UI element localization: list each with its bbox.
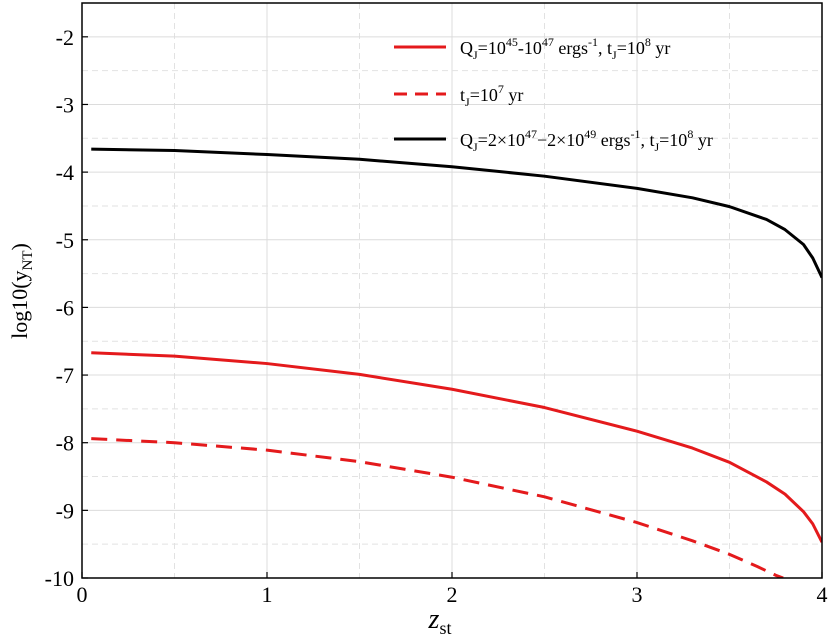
x-axis-label: zst	[428, 604, 452, 636]
y-axis-label-sub: NT	[20, 250, 36, 270]
y-tick-label: -5	[56, 228, 74, 253]
legend-entry: QJ=2×1047−2×1049 ergs-1, tJ=108 yr	[460, 127, 713, 154]
y-tick-label: -6	[56, 295, 74, 320]
series-line-1	[91, 351, 822, 543]
series-line-2	[91, 437, 784, 578]
y-tick-label: -2	[56, 25, 74, 50]
grid	[82, 2, 822, 578]
legend-entry: QJ=1045-1047 ergs-1, tJ=108 yr	[460, 35, 670, 62]
y-tick-label: -4	[56, 160, 74, 185]
x-tick-label: 3	[632, 582, 643, 607]
series-line-3	[91, 147, 822, 279]
x-axis-label-sub: st	[439, 618, 451, 636]
y-tick-label: -10	[45, 566, 74, 591]
x-tick-label: 0	[77, 582, 88, 607]
legend: QJ=1045-1047 ergs-1, tJ=108 yr tJ=107 yr Q…	[394, 35, 713, 154]
x-axis-label-main: z	[428, 604, 440, 635]
y-tick-label: -9	[56, 498, 74, 523]
y-axis-label: log10(yNT)	[7, 243, 36, 339]
y-tick-label: -7	[56, 363, 74, 388]
y-tick-label: -3	[56, 92, 74, 117]
y-axis-label-end: )	[7, 243, 32, 250]
plot-lines	[91, 147, 822, 578]
legend-entry: tJ=107 yr	[460, 82, 523, 109]
y-axis-label-main: log10(y	[7, 270, 32, 338]
y-tick-label: -8	[56, 431, 74, 456]
x-tick-label: 4	[817, 582, 828, 607]
axis-ticks: 0 1 2 3 4 -10 -9 -8 -7 -6 -5 -4 -3 -2	[45, 25, 828, 607]
x-tick-label: 2	[447, 582, 458, 607]
x-tick-label: 1	[262, 582, 273, 607]
